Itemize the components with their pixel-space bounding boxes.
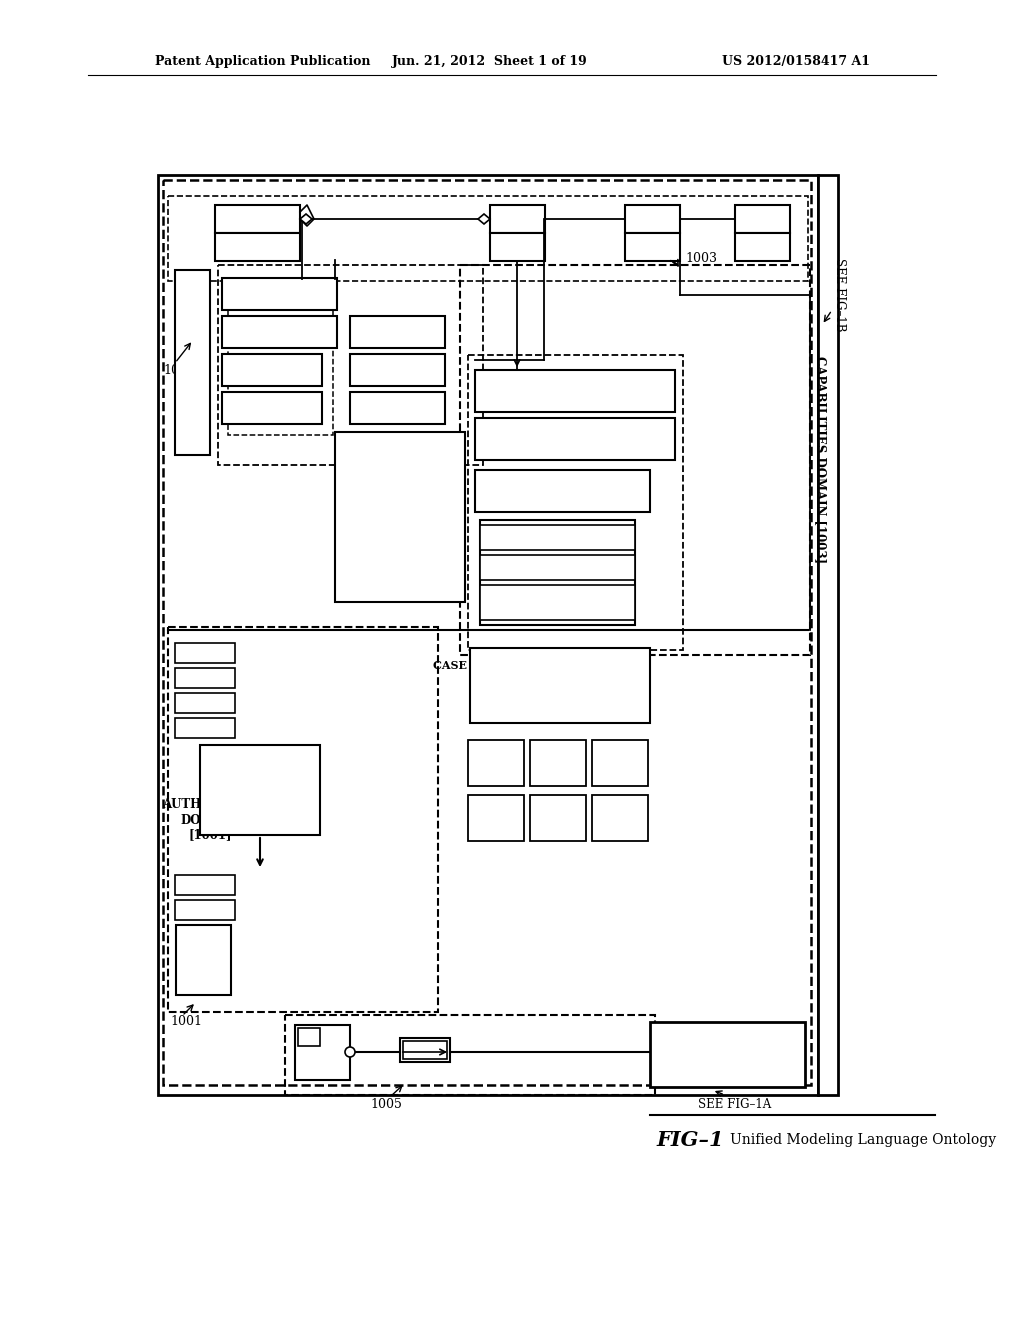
Bar <box>650 1022 805 1086</box>
Bar <box>735 205 790 234</box>
Bar <box>468 795 524 841</box>
Bar <box>175 668 234 688</box>
Bar <box>592 741 648 785</box>
Text: SEE FIG–1B: SEE FIG–1B <box>834 259 847 331</box>
Circle shape <box>345 1047 355 1057</box>
Bar <box>175 693 234 713</box>
Bar <box>735 234 790 261</box>
Text: Patent Application Publication: Patent Application Publication <box>155 55 371 69</box>
Polygon shape <box>478 214 490 224</box>
Bar <box>175 643 234 663</box>
Bar <box>468 741 524 785</box>
Bar <box>625 205 680 234</box>
Bar <box>222 315 337 348</box>
Bar <box>468 355 683 649</box>
Bar <box>350 315 445 348</box>
Bar <box>480 585 635 620</box>
Bar <box>175 875 234 895</box>
Text: US 2012/0158417 A1: US 2012/0158417 A1 <box>722 55 870 69</box>
Text: CAPABILITIES DOMAIN [1003]: CAPABILITIES DOMAIN [1003] <box>813 356 826 564</box>
Bar <box>222 392 322 424</box>
Text: 1005: 1005 <box>370 1098 401 1111</box>
Bar <box>175 271 210 455</box>
Bar <box>400 1038 450 1063</box>
Bar <box>222 279 337 310</box>
Bar <box>530 795 586 841</box>
Bar <box>168 627 438 1012</box>
Bar <box>158 176 818 1096</box>
Bar <box>218 265 483 465</box>
Bar <box>163 180 811 1085</box>
Polygon shape <box>300 214 312 224</box>
Bar <box>530 741 586 785</box>
Bar <box>490 234 545 261</box>
Bar <box>285 1015 655 1096</box>
Bar <box>175 718 234 738</box>
Bar <box>480 520 635 624</box>
Bar <box>480 554 635 579</box>
Text: 1000: 1000 <box>163 363 195 376</box>
Text: 1003: 1003 <box>685 252 717 264</box>
Bar <box>298 1028 319 1045</box>
Text: FIG–1: FIG–1 <box>656 1130 724 1150</box>
Bar <box>460 265 810 655</box>
Bar <box>475 470 650 512</box>
Bar <box>403 1041 447 1059</box>
Text: 1001: 1001 <box>170 1015 202 1028</box>
Bar <box>592 795 648 841</box>
Bar <box>228 310 333 436</box>
Bar <box>480 525 635 550</box>
Bar <box>222 354 322 385</box>
Bar <box>818 176 838 1096</box>
Bar <box>490 205 545 234</box>
Text: Unified Modeling Language Ontology: Unified Modeling Language Ontology <box>730 1133 996 1147</box>
Bar <box>176 925 231 995</box>
Bar <box>350 392 445 424</box>
Bar <box>175 900 234 920</box>
Text: CASE MANAGEMENT DOMAIN
[1005]: CASE MANAGEMENT DOMAIN [1005] <box>433 660 628 684</box>
Text: AUTHORITIES
DOMAIN
[1001]: AUTHORITIES DOMAIN [1001] <box>162 799 258 842</box>
Bar <box>625 234 680 261</box>
Bar <box>470 648 650 723</box>
Bar <box>475 418 675 459</box>
Bar <box>475 370 675 412</box>
Bar <box>215 234 300 261</box>
Bar <box>350 354 445 385</box>
Bar <box>215 205 300 234</box>
Bar <box>295 1026 350 1080</box>
Bar <box>335 432 465 602</box>
Bar <box>200 744 319 836</box>
Text: Jun. 21, 2012  Sheet 1 of 19: Jun. 21, 2012 Sheet 1 of 19 <box>392 55 588 69</box>
Text: SEE FIG–1A: SEE FIG–1A <box>698 1098 772 1111</box>
Bar <box>168 195 808 281</box>
